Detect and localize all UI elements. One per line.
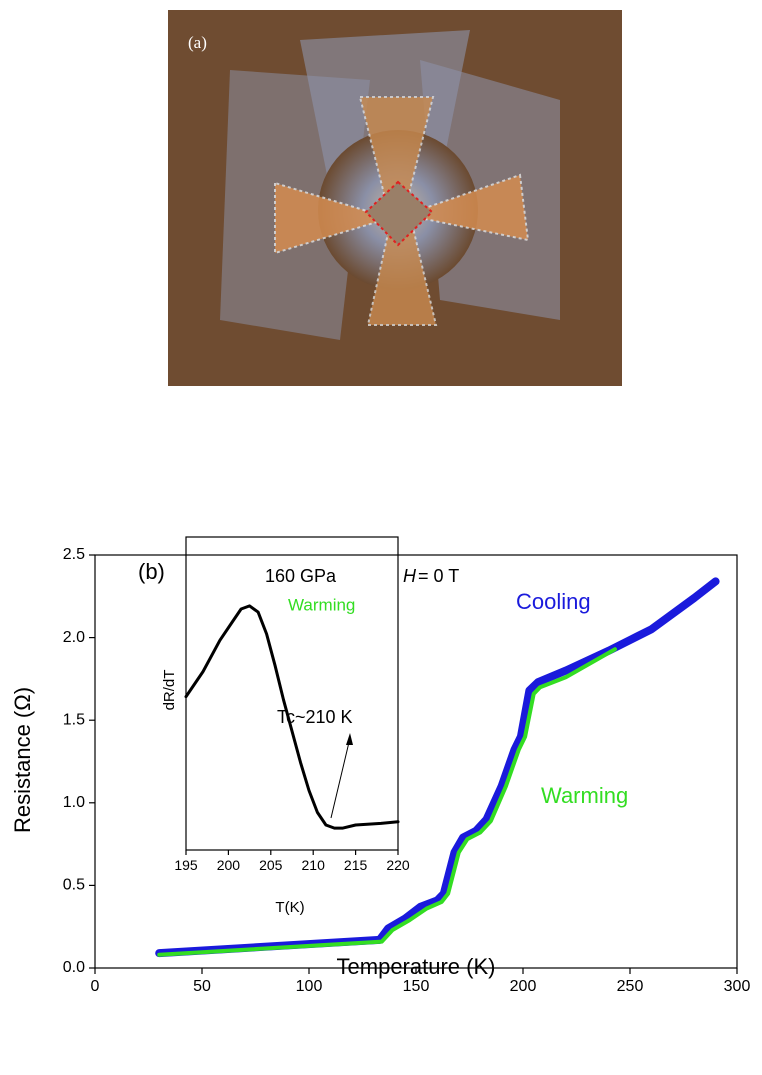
x-tick-label: 0: [91, 978, 100, 995]
legend-entry: Cooling: [516, 589, 591, 614]
arrow: [330, 737, 351, 819]
photo-panel: (a): [168, 10, 622, 386]
x-tick-label: 205: [259, 857, 283, 873]
x-tick-label: 300: [724, 978, 751, 995]
annotation: = 0 T: [418, 566, 459, 586]
y-tick-label: 0.0: [63, 959, 85, 976]
y-tick-label: 1.0: [63, 794, 85, 811]
annotation: H: [403, 566, 417, 586]
x-tick-label: 100: [296, 978, 323, 995]
plot-frame: [185, 536, 399, 851]
data-line: [184, 604, 400, 830]
x-tick-label: 150: [403, 978, 430, 995]
x-tick-label: 220: [386, 857, 410, 873]
y-axis-label: Resistance (Ω): [10, 687, 35, 833]
x-tick-label: 195: [174, 857, 198, 873]
data-line: [155, 577, 720, 958]
arrow-head: [346, 733, 353, 745]
annotation: 160 GPa: [265, 566, 337, 586]
x-tick-label: 200: [217, 857, 241, 873]
panel-label: (b): [138, 559, 165, 584]
x-tick-label: 215: [344, 857, 368, 873]
data-line: [157, 647, 617, 957]
y-tick-label: 1.5: [63, 711, 85, 728]
x-tick-label: 200: [510, 978, 537, 995]
y-tick-label: 2.0: [63, 629, 85, 646]
legend-entry: Warming: [541, 783, 628, 808]
panel-label: (a): [188, 33, 207, 52]
y-axis-label: dR/dT: [161, 670, 178, 711]
y-tick-label: 2.5: [63, 546, 85, 563]
y-tick-label: 0.5: [63, 877, 85, 894]
legend-entry: Warming: [288, 595, 355, 614]
x-axis-label: T(K): [275, 899, 304, 916]
x-axis-label: Temperature (K): [337, 954, 496, 979]
x-tick-label: 250: [617, 978, 644, 995]
x-tick-label: 50: [193, 978, 211, 995]
annotation: Tc~210 K: [277, 707, 353, 727]
x-tick-label: 210: [302, 857, 326, 873]
